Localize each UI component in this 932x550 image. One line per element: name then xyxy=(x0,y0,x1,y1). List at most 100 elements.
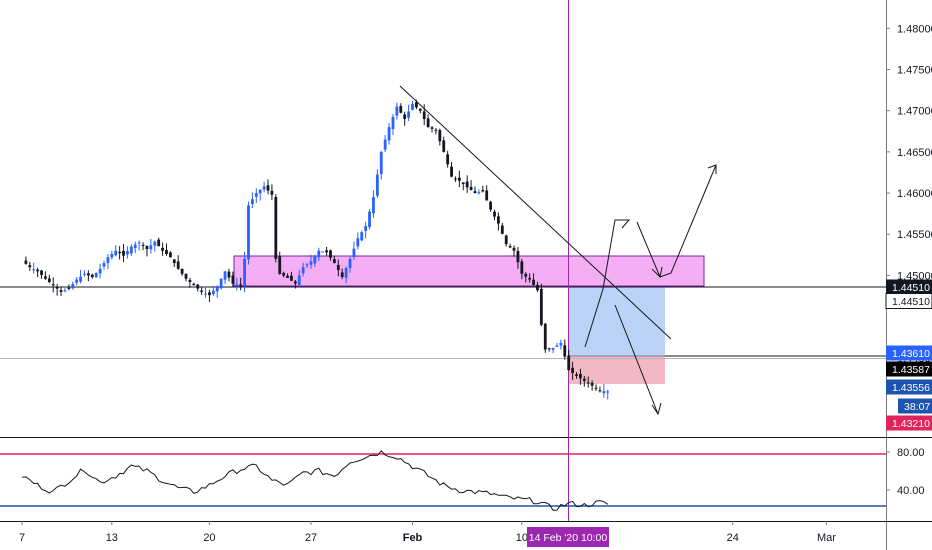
candle-body xyxy=(293,281,297,284)
candle-body xyxy=(227,271,231,278)
candle-body xyxy=(418,108,422,111)
candle-body xyxy=(497,216,500,224)
candle-body xyxy=(508,246,512,248)
candle-body xyxy=(403,114,407,119)
price-tag-box xyxy=(886,379,932,395)
long-position-profit-zone[interactable] xyxy=(568,287,665,356)
price-tags: 1.44510 1.44510 1.43610 1.43587 1.43556 38:07… xyxy=(885,279,932,431)
candle-body xyxy=(141,244,145,246)
candle-body xyxy=(329,250,332,258)
candle-body xyxy=(450,166,453,177)
oscillator-tick-label: 40.00 xyxy=(897,485,925,497)
candle-body xyxy=(422,111,426,119)
candle-body xyxy=(231,275,235,284)
candle-body xyxy=(188,280,192,282)
candle-body xyxy=(547,348,551,350)
price-tag-label: 38:07 xyxy=(904,401,930,413)
candle-body xyxy=(235,284,239,286)
candle-body xyxy=(454,178,457,180)
resistance-zone[interactable] xyxy=(233,255,705,287)
projection-arrows[interactable] xyxy=(584,164,717,416)
candle-body xyxy=(94,272,98,278)
candle-body xyxy=(504,235,508,245)
price-axis[interactable]: 1.48000 1.47500 1.47000 1.46500 1.46000 1.455… xyxy=(886,23,932,365)
price-tag-label: 1.44510 xyxy=(892,296,930,308)
candle-body xyxy=(250,199,254,204)
candle-body xyxy=(243,258,246,286)
candle-body xyxy=(297,275,301,285)
candle-body xyxy=(223,271,227,280)
candle-body xyxy=(567,355,571,371)
arrow-head-4 xyxy=(651,402,662,416)
candle-body xyxy=(528,277,532,280)
candle-body xyxy=(266,185,270,191)
candle-body xyxy=(434,129,438,131)
candle-body xyxy=(602,391,606,394)
candle-body xyxy=(51,284,55,286)
candle-body xyxy=(395,106,399,116)
time-axis[interactable]: 7132027Feb1024Mar9 xyxy=(19,521,932,544)
candle-body xyxy=(239,284,243,286)
candle-body xyxy=(313,256,317,264)
trend-line[interactable] xyxy=(399,85,672,340)
candle-body xyxy=(469,186,473,191)
candle-body xyxy=(129,246,133,254)
long-position-stop-zone[interactable] xyxy=(568,356,665,384)
candle-body xyxy=(356,238,360,247)
projection-arrow-down-path xyxy=(614,304,659,415)
candle-body xyxy=(40,270,43,275)
candle-body xyxy=(274,196,278,259)
price-tag-box xyxy=(885,293,932,309)
candle-body xyxy=(290,275,293,281)
candle-body xyxy=(590,382,594,386)
arrow-head-1 xyxy=(620,219,631,229)
candle-body xyxy=(247,205,250,260)
candle-body xyxy=(375,174,379,196)
candle-body xyxy=(137,242,141,244)
candle-body xyxy=(114,250,118,256)
candle-body xyxy=(520,261,524,274)
candle-body xyxy=(399,106,403,113)
candle-body xyxy=(90,274,94,278)
candle-body xyxy=(208,292,211,296)
time-tick-label: 10 xyxy=(516,532,528,544)
candle-body xyxy=(368,211,371,228)
candle-body xyxy=(489,201,492,210)
candlestick-series xyxy=(24,99,610,400)
time-tick-label: 20 xyxy=(203,532,215,544)
price-tag-label: 1.43210 xyxy=(892,418,930,430)
crosshair-time-tag-label: 14 Feb '20 10:00 xyxy=(529,532,608,544)
candle-body xyxy=(67,287,71,289)
candle-body xyxy=(110,254,114,258)
candle-body xyxy=(204,293,207,295)
candle-body xyxy=(360,232,364,241)
candle-body xyxy=(270,190,274,195)
candle-body xyxy=(348,258,352,269)
candle-body xyxy=(536,284,539,291)
candle-body xyxy=(317,250,321,258)
candle-body xyxy=(582,378,586,381)
candle-body xyxy=(165,249,168,254)
candle-body xyxy=(161,247,164,251)
candle-body xyxy=(262,186,266,190)
price-tag-box xyxy=(886,279,932,295)
arrow-head-2 xyxy=(651,266,663,279)
candle-body xyxy=(516,250,520,263)
price-tag-label: 1.43610 xyxy=(892,348,930,360)
candle-body xyxy=(36,269,40,272)
candle-body xyxy=(71,284,75,289)
candle-body xyxy=(383,139,387,150)
candle-body xyxy=(32,269,36,271)
candle-body xyxy=(149,245,153,250)
candle-body xyxy=(524,273,528,277)
candle-body xyxy=(559,342,563,346)
candle-body xyxy=(387,127,391,141)
candle-body xyxy=(415,102,418,108)
candle-body xyxy=(122,250,125,256)
candle-body xyxy=(278,256,282,274)
candle-body xyxy=(106,257,110,264)
candle-body xyxy=(551,347,555,350)
candle-body xyxy=(309,261,313,265)
candle-body xyxy=(465,181,469,188)
